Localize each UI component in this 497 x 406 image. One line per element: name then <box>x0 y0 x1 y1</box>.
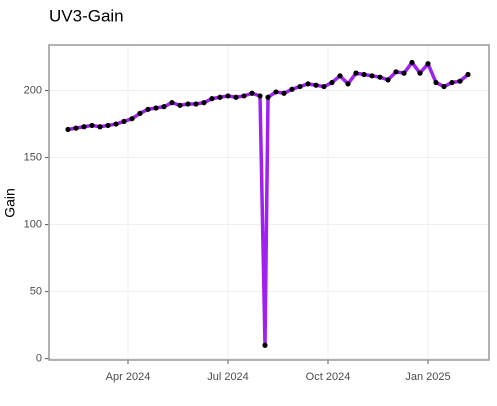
data-point <box>177 102 183 108</box>
data-point <box>433 79 439 86</box>
data-point <box>393 69 399 75</box>
data-point <box>417 70 423 76</box>
x-tick-label: Oct 2024 <box>306 371 351 383</box>
data-point <box>329 79 335 86</box>
data-point <box>425 61 431 67</box>
data-point <box>97 124 103 130</box>
y-tick-label: 0 <box>36 353 42 365</box>
data-point <box>161 104 167 110</box>
y-tick-label: 100 <box>24 219 42 231</box>
data-point <box>377 74 383 80</box>
data-point <box>457 78 463 84</box>
data-point <box>81 124 87 130</box>
data-point <box>121 118 127 125</box>
y-axis-label: Gain <box>2 188 18 218</box>
data-point <box>441 83 447 90</box>
series-line <box>67 60 470 348</box>
chart-title: UV3-Gain <box>49 6 124 25</box>
y-tick-label: 200 <box>24 84 42 96</box>
data-point <box>337 73 343 79</box>
x-tick-label: Apr 2024 <box>106 371 151 383</box>
data-point <box>193 101 199 107</box>
data-point <box>113 121 119 127</box>
data-point <box>185 101 191 107</box>
data-point <box>65 126 71 133</box>
data-point <box>273 89 279 95</box>
data-point <box>225 93 231 99</box>
data-point <box>209 96 215 102</box>
data-point <box>201 100 207 106</box>
y-tick-label: 50 <box>30 286 42 298</box>
data-point <box>289 86 295 92</box>
data-point <box>305 81 311 87</box>
data-point <box>281 90 287 96</box>
data-point <box>385 77 391 83</box>
data-point <box>89 122 95 129</box>
data-point <box>105 122 111 129</box>
data-point <box>257 93 263 99</box>
data-point <box>361 71 367 78</box>
data-point <box>369 73 375 79</box>
data-point <box>129 116 135 122</box>
data-point <box>249 90 255 96</box>
data-point <box>465 71 471 78</box>
data-point <box>321 83 327 90</box>
data-point <box>353 70 359 76</box>
data-point <box>297 83 303 90</box>
data-point <box>449 79 455 86</box>
data-point <box>153 105 159 111</box>
data-point <box>313 82 319 88</box>
data-point <box>137 110 143 116</box>
data-point <box>265 94 271 100</box>
data-point <box>233 94 239 100</box>
data-point <box>145 106 151 112</box>
data-point <box>262 342 268 348</box>
data-point <box>73 125 79 131</box>
data-point <box>217 94 223 100</box>
data-point <box>345 81 351 87</box>
data-point <box>241 93 247 99</box>
y-tick-label: 150 <box>24 152 42 164</box>
data-point <box>169 100 175 106</box>
data-point <box>401 70 407 76</box>
x-tick-label: Jul 2024 <box>207 371 249 383</box>
x-tick-label: Jan 2025 <box>405 371 450 383</box>
data-point <box>409 59 415 66</box>
plot-frame <box>48 44 490 361</box>
